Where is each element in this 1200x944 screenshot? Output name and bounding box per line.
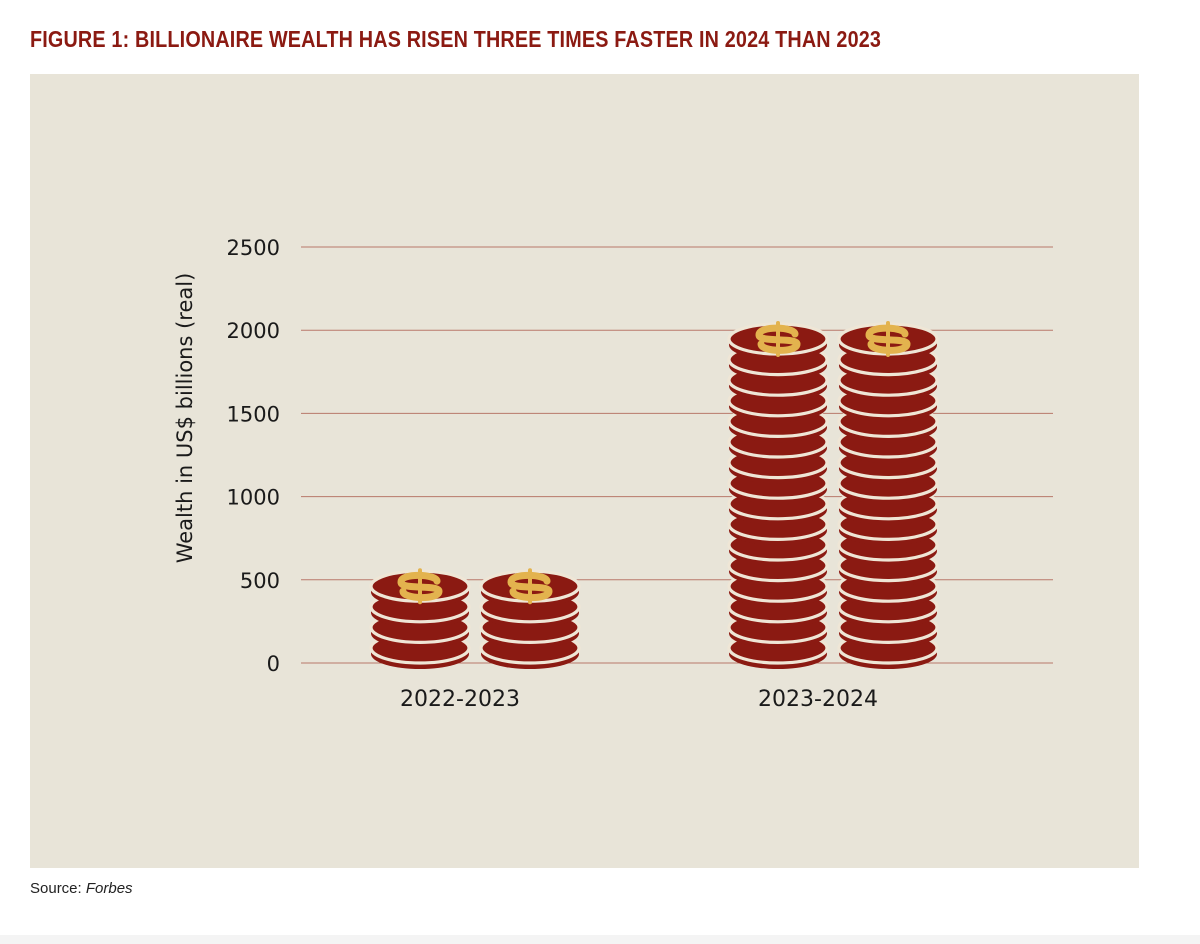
x-category-label: 2022-2023 [400,687,520,712]
coin-stack [479,568,581,669]
y-axis-ticks: 0 500 1000 1500 2000 2500 [227,236,280,676]
coin-stacks [369,321,939,669]
x-axis-categories: 2022-2023 2023-2024 [400,687,878,712]
y-axis-title: Wealth in US$ billions (real) [173,273,197,564]
source-name: Forbes [85,880,133,897]
top-coin [837,321,939,360]
coin-stack [369,568,471,669]
y-tick-label: 0 [267,652,280,676]
y-tick-label: 1500 [227,402,280,426]
chart-panel: 0 500 1000 1500 2000 2500 2022-2023 2023-2024 … [30,74,1139,868]
y-tick-label: 2000 [227,319,280,343]
coin-stack [727,321,829,669]
y-tick-label: 1000 [227,486,280,510]
source-note: Source: Forbes [30,880,133,897]
dollar-sign-icon [507,568,553,605]
dollar-sign-icon [397,568,443,605]
dollar-sign-icon [755,321,801,357]
coin-stack [837,321,939,669]
x-category-label: 2023-2024 [758,687,878,712]
chart-background [30,74,1139,868]
top-coin [369,568,471,608]
source-prefix: Source: [30,880,86,897]
y-tick-label: 500 [240,569,280,593]
top-coin [479,568,581,608]
y-tick-label: 2500 [227,236,280,260]
figure-title: FIGURE 1: BILLIONAIRE WEALTH HAS RISEN T… [30,26,882,52]
page-bottom-strip [0,935,1200,944]
dollar-sign-icon [865,321,911,357]
top-coin [727,321,829,360]
